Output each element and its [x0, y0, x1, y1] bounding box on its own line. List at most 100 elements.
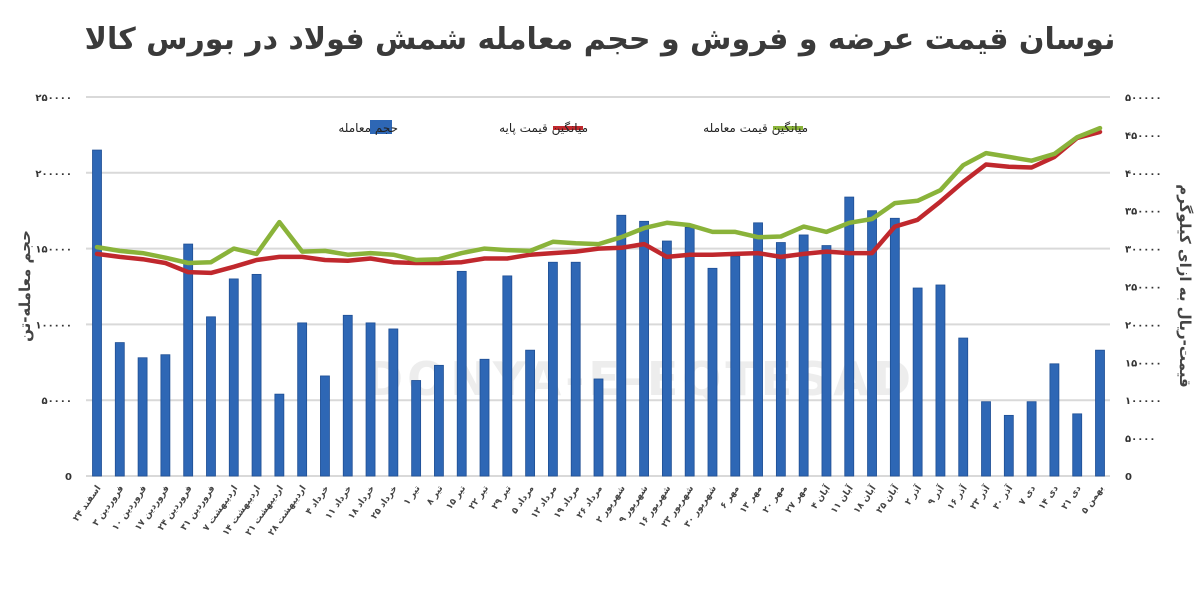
- base-price-line: [94, 129, 1103, 276]
- legend-swatch-volume: [370, 120, 392, 134]
- right-tick-label: ۳۰۰۰۰۰: [1125, 245, 1162, 256]
- legend: حجم معامله میانگین قیمت پایه میانگین قیمت …: [338, 120, 808, 136]
- right-axis-ticks: 0 ۵۰۰۰۰ ۱۰۰۰۰۰ ۱۵۰۰۰۰ ۲۰۰۰۰۰ ۲۵۰۰۰۰ ۳۰۰۰۰۰ ۳۵۰۰…: [1125, 93, 1162, 483]
- right-tick-label: 0: [1125, 472, 1132, 483]
- right-tick-label: ۴۵۰۰۰۰: [1125, 131, 1162, 142]
- x-tick-label: ۱۳ مهر: [738, 484, 764, 515]
- volume-bar: [525, 349, 536, 477]
- left-tick-label: ۲۰۰۰۰۰: [35, 169, 72, 180]
- right-tick-label: ۵۰۰۰۰: [1125, 434, 1156, 445]
- x-tick-label: ۲۱ دی: [1060, 484, 1084, 512]
- x-tick-label: ۷ دی: [1018, 484, 1039, 508]
- left-tick-label: ۲۵۰۰۰۰: [35, 93, 72, 104]
- volume-bar: [1026, 401, 1037, 477]
- volume-bar: [707, 267, 718, 477]
- volume-bar: [274, 393, 285, 477]
- volume-bar: [570, 261, 581, 477]
- volume-bar: [297, 322, 308, 477]
- volume-bar: [1072, 413, 1083, 477]
- volume-bar: [320, 375, 330, 477]
- volume-bar: [548, 261, 558, 477]
- right-axis-title: قیمت-ریال به ازای کیلوگرم: [1176, 184, 1194, 388]
- x-tick-label: ۶ مهر: [719, 484, 742, 511]
- x-tick-label: ۹ آذر: [925, 482, 948, 507]
- right-tick-label: ۱۰۰۰۰۰: [1125, 396, 1162, 407]
- volume-bar: [867, 210, 877, 477]
- volume-bar: [844, 196, 855, 477]
- volume-bar: [251, 273, 262, 477]
- volume-bar: [593, 378, 604, 477]
- volume-bar: [661, 240, 672, 477]
- volume-bar: [137, 357, 148, 477]
- volume-bar: [889, 217, 900, 477]
- volume-bar: [228, 278, 239, 477]
- x-tick-label: ۳۰ آذر: [990, 482, 1016, 512]
- chart-title: نوسان قیمت عرضه و فروش و حجم معامله شمش …: [84, 22, 1117, 57]
- legend-label: حجم معامله: [338, 121, 398, 135]
- right-tick-label: ۲۰۰۰۰۰: [1125, 320, 1162, 331]
- volume-bar: [730, 255, 741, 477]
- volume-bar: [1095, 349, 1105, 477]
- x-tick-label: ۱۴ دی: [1037, 484, 1061, 512]
- volume-bar: [1049, 363, 1060, 477]
- volume-bar: [639, 220, 649, 477]
- left-tick-label: ۱۵۰۰۰۰: [35, 245, 72, 256]
- volume-bar: [342, 314, 353, 477]
- volume-bar: [183, 243, 194, 477]
- x-tick-label: ۲۳ آذر: [967, 482, 993, 512]
- volume-bar: [479, 358, 490, 477]
- legend-label: میانگین قیمت پایه: [499, 121, 588, 136]
- volume-bar: [616, 214, 627, 477]
- left-axis-ticks: 0 ۵۰۰۰۰ ۱۰۰۰۰۰ ۱۵۰۰۰۰ ۲۰۰۰۰۰ ۲۵۰۰۰۰: [35, 93, 72, 483]
- volume-bar: [981, 401, 991, 477]
- x-tick-label: ۲۰ مهر: [761, 484, 787, 515]
- left-tick-label: 0: [65, 472, 72, 483]
- price-lines: [94, 125, 1103, 276]
- trade-price-line: [94, 125, 1103, 266]
- x-tick-label: ۲۵ آبان: [873, 482, 902, 516]
- volume-bar: [411, 380, 422, 477]
- volume-bar: [684, 226, 695, 477]
- volume-bar: [365, 322, 376, 477]
- volume-bar: [114, 342, 125, 477]
- x-tick-label: ۴ آبان: [808, 482, 833, 511]
- volume-bars: [92, 149, 1105, 477]
- volume-bar: [92, 149, 102, 477]
- volume-bar: [821, 245, 832, 477]
- volume-bar: [753, 222, 763, 477]
- right-tick-label: ۴۰۰۰۰۰: [1125, 169, 1162, 180]
- volume-bar: [456, 270, 467, 477]
- volume-bar: [206, 316, 216, 477]
- volume-bar: [160, 354, 171, 477]
- left-tick-label: ۵۰۰۰۰: [41, 396, 72, 407]
- right-tick-label: ۳۵۰۰۰۰: [1125, 207, 1162, 218]
- volume-bar: [775, 242, 786, 477]
- x-tick-label: ۲ آذر: [902, 482, 925, 507]
- volume-bar: [798, 234, 809, 477]
- volume-bar: [502, 275, 513, 477]
- legend-label: میانگین قیمت معامله: [703, 121, 808, 136]
- x-tick-label: ۲۷ مهر: [784, 484, 810, 515]
- left-axis-title: حجم معامله-تن: [16, 230, 34, 342]
- right-tick-label: ۲۵۰۰۰۰: [1125, 283, 1162, 294]
- x-tick-label: ۵ بهمن: [1080, 484, 1107, 516]
- volume-bar: [958, 337, 969, 477]
- x-tick-label: ۱۵ تیر: [445, 484, 469, 512]
- x-tick-label: ۲۲ تیر: [467, 484, 491, 512]
- watermark: DONYA-E-EQTESAD: [365, 352, 915, 406]
- right-tick-label: ۱۵۰۰۰۰: [1125, 358, 1162, 369]
- x-tick-label: ۲۹ تیر: [490, 484, 514, 512]
- right-tick-label: ۵۰۰۰۰۰: [1125, 93, 1162, 104]
- volume-bar: [434, 364, 444, 477]
- x-tick-label: ۱ تیر: [402, 484, 422, 507]
- volume-bar: [935, 284, 946, 477]
- x-tick-label: ۸ تیر: [425, 484, 445, 507]
- left-tick-label: ۱۰۰۰۰۰: [35, 320, 72, 331]
- x-tick-label: ۱۶ آذر: [944, 482, 970, 512]
- volume-bar: [912, 287, 923, 477]
- volume-bar: [1003, 414, 1014, 477]
- volume-bar: [388, 328, 399, 477]
- watermark-text: DONYA-E-EQTESAD: [365, 352, 915, 406]
